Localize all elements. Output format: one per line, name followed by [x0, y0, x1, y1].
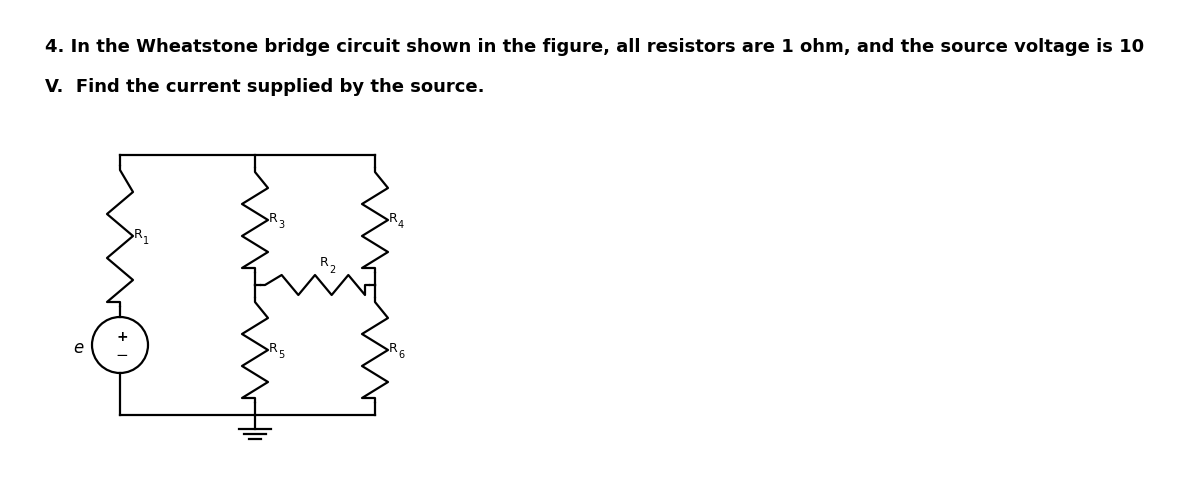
Text: R: R: [389, 342, 397, 354]
Text: 4. In the Wheatstone bridge circuit shown in the figure, all resistors are 1 ohm: 4. In the Wheatstone bridge circuit show…: [46, 38, 1144, 56]
Text: e: e: [73, 339, 83, 357]
Text: +: +: [116, 330, 128, 344]
Text: R: R: [134, 227, 143, 240]
Text: 6: 6: [398, 350, 404, 360]
Text: R: R: [320, 257, 329, 270]
Text: 2: 2: [329, 265, 335, 275]
Text: R: R: [389, 212, 397, 224]
Text: R: R: [269, 342, 277, 354]
Text: 5: 5: [278, 350, 284, 360]
Text: 1: 1: [143, 236, 149, 246]
Text: V.  Find the current supplied by the source.: V. Find the current supplied by the sour…: [46, 78, 485, 96]
Text: 3: 3: [278, 220, 284, 230]
Text: 4: 4: [398, 220, 404, 230]
Text: R: R: [269, 212, 277, 224]
Text: −: −: [115, 347, 128, 362]
